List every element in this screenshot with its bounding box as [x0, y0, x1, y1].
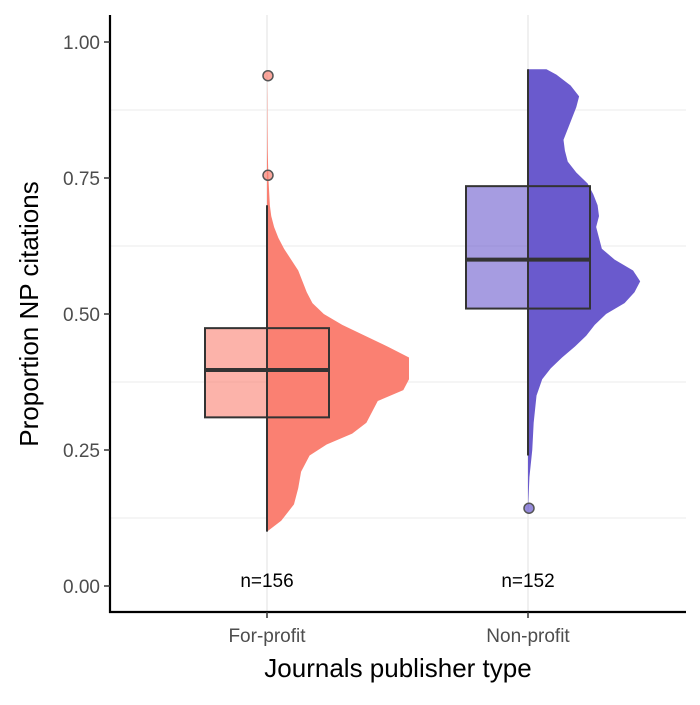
count-label: n=152	[501, 571, 554, 592]
x-axis-title: Journals publisher type	[264, 653, 531, 683]
x-tick-label: Non-profit	[486, 626, 570, 647]
box-right-outline	[266, 327, 330, 419]
y-tick-label: 0.50	[63, 305, 100, 326]
box-right-outline	[527, 185, 591, 310]
density-cloud	[528, 69, 641, 510]
marks-layer: n=156 n=152	[204, 69, 641, 592]
y-tick-label: 0.75	[63, 169, 100, 190]
density-cloud	[267, 74, 409, 532]
count-label: n=156	[240, 571, 293, 592]
y-tick-label: 0.25	[63, 441, 100, 462]
outlier-point	[262, 169, 274, 182]
y-axis-title: Proportion NP citations	[14, 181, 44, 446]
box	[204, 327, 268, 419]
y-tick-label: 1.00	[63, 33, 100, 54]
y-tick-label: 0.00	[63, 577, 100, 598]
outlier-point	[523, 502, 535, 514]
outlier-point	[262, 69, 274, 82]
x-tick-label: For-profit	[228, 626, 306, 647]
box	[465, 185, 529, 310]
axes-layer: 0.00 0.25 0.50 0.75 1.00 For-profit Non-profit	[63, 15, 686, 647]
